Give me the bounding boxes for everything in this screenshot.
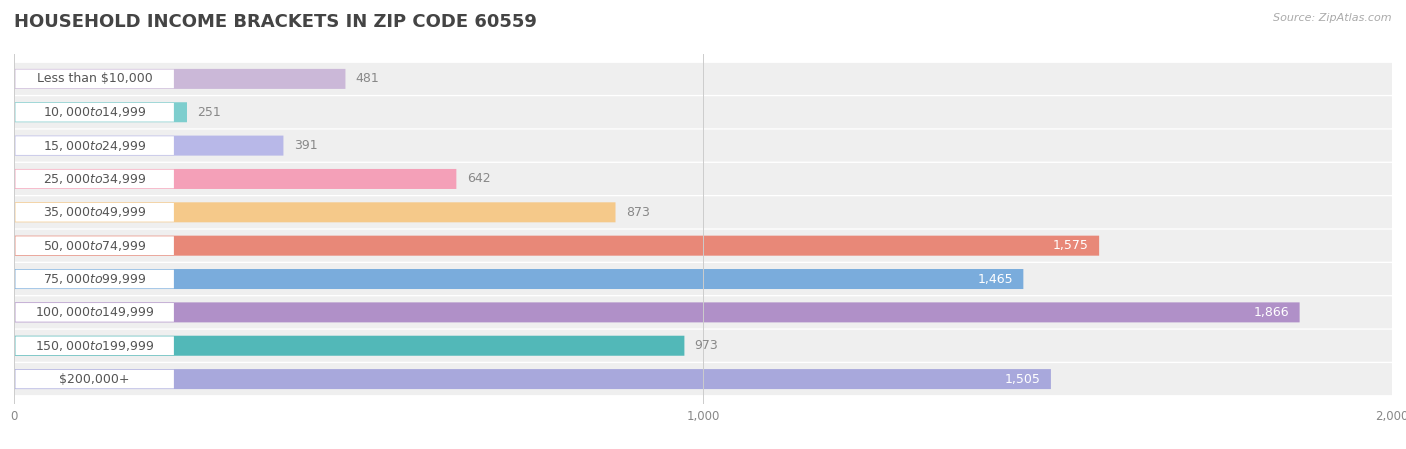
Text: $75,000 to $99,999: $75,000 to $99,999 [44,272,146,286]
FancyBboxPatch shape [14,169,457,189]
Text: $200,000+: $200,000+ [59,373,129,386]
Text: $50,000 to $74,999: $50,000 to $74,999 [44,239,146,253]
FancyBboxPatch shape [14,296,1392,328]
FancyBboxPatch shape [14,196,1392,229]
FancyBboxPatch shape [14,69,346,89]
FancyBboxPatch shape [14,96,1392,128]
FancyBboxPatch shape [14,369,1050,389]
FancyBboxPatch shape [14,263,1392,295]
FancyBboxPatch shape [15,203,174,222]
Text: 391: 391 [294,139,318,152]
FancyBboxPatch shape [14,269,1024,289]
FancyBboxPatch shape [15,70,174,88]
FancyBboxPatch shape [14,63,1392,95]
FancyBboxPatch shape [14,363,1392,395]
Text: 873: 873 [626,206,650,219]
FancyBboxPatch shape [15,370,174,388]
FancyBboxPatch shape [14,102,187,122]
FancyBboxPatch shape [15,236,174,255]
Text: Source: ZipAtlas.com: Source: ZipAtlas.com [1274,13,1392,23]
FancyBboxPatch shape [15,136,174,155]
Text: 251: 251 [197,106,221,119]
FancyBboxPatch shape [15,336,174,355]
Text: $25,000 to $34,999: $25,000 to $34,999 [44,172,146,186]
Text: $10,000 to $14,999: $10,000 to $14,999 [44,105,146,119]
FancyBboxPatch shape [15,270,174,288]
Text: 1,505: 1,505 [1005,373,1040,386]
Text: 1,866: 1,866 [1254,306,1289,319]
Text: $100,000 to $149,999: $100,000 to $149,999 [35,305,155,319]
FancyBboxPatch shape [14,302,1299,322]
FancyBboxPatch shape [14,163,1392,195]
FancyBboxPatch shape [15,170,174,188]
Text: 481: 481 [356,72,380,85]
Text: $35,000 to $49,999: $35,000 to $49,999 [44,205,146,219]
FancyBboxPatch shape [15,103,174,122]
FancyBboxPatch shape [15,303,174,322]
Text: $15,000 to $24,999: $15,000 to $24,999 [44,139,146,153]
FancyBboxPatch shape [14,130,1392,162]
Text: Less than $10,000: Less than $10,000 [37,72,152,85]
FancyBboxPatch shape [14,336,685,356]
FancyBboxPatch shape [14,236,1099,255]
Text: $150,000 to $199,999: $150,000 to $199,999 [35,339,155,353]
Text: 1,465: 1,465 [977,273,1014,286]
FancyBboxPatch shape [14,202,616,222]
Text: 642: 642 [467,172,491,185]
Text: 973: 973 [695,339,718,352]
FancyBboxPatch shape [14,136,284,156]
Text: HOUSEHOLD INCOME BRACKETS IN ZIP CODE 60559: HOUSEHOLD INCOME BRACKETS IN ZIP CODE 60… [14,13,537,31]
Text: 1,575: 1,575 [1053,239,1088,252]
FancyBboxPatch shape [14,330,1392,362]
FancyBboxPatch shape [14,229,1392,262]
